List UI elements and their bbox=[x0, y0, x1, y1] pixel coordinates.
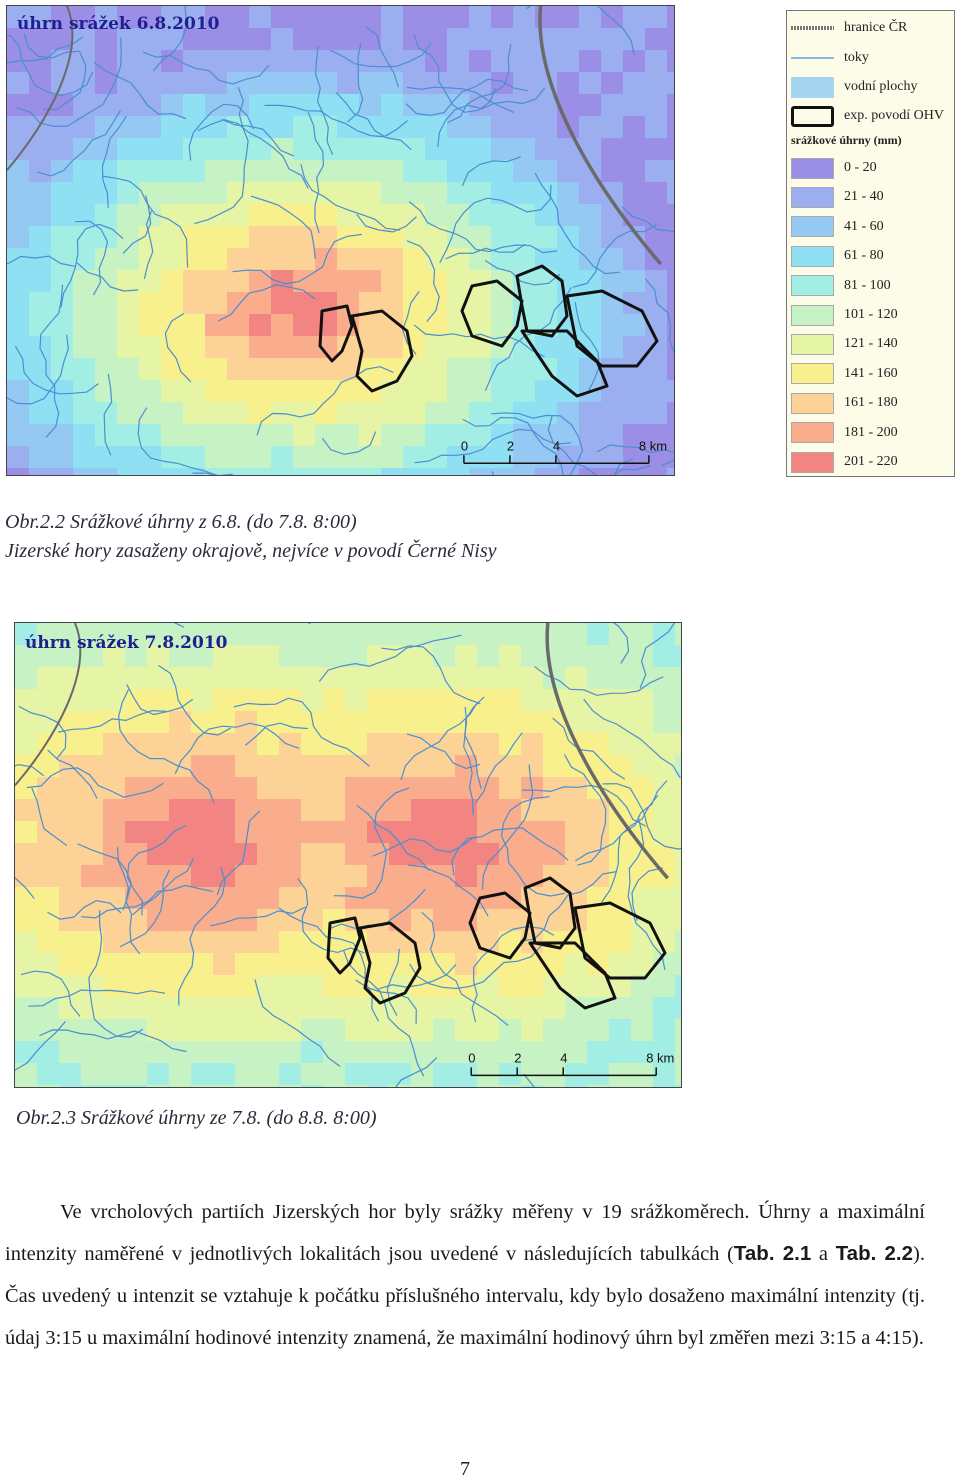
legend-class-label: 61 - 80 bbox=[844, 248, 884, 264]
basin-outline-4 bbox=[573, 901, 667, 980]
legend-class-8: 161 - 180 bbox=[791, 392, 898, 414]
legend-class-3: 61 - 80 bbox=[791, 245, 884, 267]
basin-outline-1 bbox=[350, 309, 414, 393]
basin-outline-5 bbox=[528, 941, 617, 1010]
legend-class-label: 21 - 40 bbox=[844, 189, 884, 205]
legend-label-border: hranice ČR bbox=[844, 20, 908, 35]
legend-class-label: 121 - 140 bbox=[844, 336, 898, 352]
legend-class-1: 21 - 40 bbox=[791, 186, 884, 208]
legend-item-rivers: toky bbox=[791, 47, 869, 69]
rivers bbox=[7, 6, 674, 475]
basin-outline-0 bbox=[326, 916, 362, 975]
legend-swatch bbox=[791, 333, 834, 355]
legend-class-0: 0 - 20 bbox=[791, 157, 877, 179]
scale-label: 2 bbox=[507, 438, 514, 453]
legend-swatch bbox=[791, 186, 834, 208]
rainfall-map-2010-08-07: 0 2 4 8 km úhrn srážek 7.8.2010 bbox=[14, 622, 682, 1088]
paragraph-text-1: Ve vrcholových partiích Jizerských hor b… bbox=[5, 1201, 925, 1265]
map1-title: úhrn srážek 6.8.2010 bbox=[17, 14, 220, 34]
map1-canvas: 0 2 4 8 km bbox=[7, 6, 674, 475]
scale-bar bbox=[463, 455, 650, 465]
state-border-west bbox=[7, 6, 74, 171]
state-border bbox=[538, 6, 662, 266]
basin-outline-3 bbox=[523, 876, 577, 950]
legend-item-water: vodní plochy bbox=[791, 76, 918, 98]
basin-outline-3 bbox=[515, 264, 569, 338]
map-legend: hranice ČR toky vodní plochy exp. povodí… bbox=[786, 10, 955, 477]
scale-label: 2 bbox=[514, 1050, 521, 1065]
legend-swatch bbox=[791, 216, 834, 238]
basin-outline-icon bbox=[791, 105, 834, 127]
paragraph-text-2: ). Čas uvedený u intenzit se vztahuje k … bbox=[5, 1243, 925, 1349]
caption-2-2-line1: Obr.2.2 Srážkové úhrny z 6.8. (do 7.8. 8… bbox=[5, 511, 357, 533]
legend-header: srážkové úhrny (mm) bbox=[791, 133, 902, 147]
figure-caption-2-3: Obr.2.3 Srážkové úhrny ze 7.8. (do 8.8. … bbox=[16, 1107, 377, 1129]
legend-swatch bbox=[791, 451, 834, 473]
legend-class-label: 141 - 160 bbox=[844, 365, 898, 381]
legend-swatch bbox=[791, 363, 834, 385]
legend-class-5: 101 - 120 bbox=[791, 304, 898, 326]
basin-outline-1 bbox=[358, 921, 422, 1005]
legend-class-7: 141 - 160 bbox=[791, 363, 898, 385]
scale-label: 8 km bbox=[639, 438, 667, 453]
caption-2-2-line2: Jizerské hory zasaženy okrajově, nejvíce… bbox=[5, 540, 497, 562]
legend-class-4: 81 - 100 bbox=[791, 275, 891, 297]
legend-class-10: 201 - 220 bbox=[791, 451, 898, 473]
legend-class-label: 101 - 120 bbox=[844, 307, 898, 322]
paragraph-and: a bbox=[811, 1243, 836, 1265]
figure-caption-2-2: Obr.2.2 Srážkové úhrny z 6.8. (do 7.8. 8… bbox=[5, 508, 497, 566]
legend-swatch bbox=[791, 275, 834, 297]
map2-title: úhrn srážek 7.8.2010 bbox=[25, 633, 228, 653]
river-line-icon bbox=[791, 56, 834, 59]
legend-swatch bbox=[791, 392, 834, 414]
basin-outline-0 bbox=[318, 304, 354, 363]
legend-swatch bbox=[791, 157, 834, 179]
basin-outline-2 bbox=[460, 279, 524, 348]
precip-raster bbox=[15, 623, 681, 1087]
water-fill-icon bbox=[791, 76, 834, 98]
legend-swatch bbox=[791, 422, 834, 444]
basin-outline-4 bbox=[565, 289, 659, 368]
state-border-west bbox=[15, 623, 82, 787]
legend-class-9: 181 - 200 bbox=[791, 422, 898, 444]
basin-outlines bbox=[318, 264, 659, 398]
legend-class-label: 161 - 180 bbox=[844, 395, 898, 411]
legend-item-basin: exp. povodí OHV bbox=[791, 105, 944, 127]
map2-canvas: 0 2 4 8 km bbox=[15, 623, 681, 1087]
legend-item-border: hranice ČR bbox=[791, 17, 907, 39]
table-ref-2-2: Tab. 2.2 bbox=[835, 1242, 914, 1265]
scale-label: 8 km bbox=[646, 1050, 674, 1065]
basin-outline-2 bbox=[468, 891, 532, 960]
rainfall-map-2010-08-06: 0 2 4 8 km úhrn srážek 6.8.2010 bbox=[6, 5, 675, 476]
scale-label: 0 bbox=[468, 1050, 475, 1065]
scale-label: 4 bbox=[553, 438, 560, 453]
legend-class-2: 41 - 60 bbox=[791, 216, 884, 238]
page-number: 7 bbox=[460, 1458, 470, 1480]
legend-label-water: vodní plochy bbox=[844, 79, 918, 94]
legend-label-rivers: toky bbox=[844, 50, 869, 65]
legend-class-label: 0 - 20 bbox=[844, 160, 877, 175]
legend-label-basin: exp. povodí OHV bbox=[844, 108, 944, 123]
border-line-icon bbox=[791, 25, 834, 30]
legend-class-label: 81 - 100 bbox=[844, 277, 891, 293]
state-border bbox=[545, 623, 670, 880]
table-ref-2-1: Tab. 2.1 bbox=[733, 1242, 812, 1265]
legend-class-label: 181 - 200 bbox=[844, 424, 898, 440]
basin-outline-5 bbox=[520, 329, 609, 398]
basin-outlines bbox=[326, 876, 667, 1010]
legend-swatch bbox=[791, 245, 834, 267]
legend-swatch bbox=[791, 304, 834, 326]
scale-label: 4 bbox=[560, 1050, 567, 1065]
scale-bar bbox=[470, 1067, 657, 1077]
legend-class-6: 121 - 140 bbox=[791, 333, 898, 355]
scale-label: 0 bbox=[461, 438, 468, 453]
legend-class-label: 41 - 60 bbox=[844, 218, 884, 234]
body-paragraph: Ve vrcholových partiích Jizerských hor b… bbox=[5, 1191, 925, 1359]
legend-class-label: 201 - 220 bbox=[844, 454, 898, 469]
